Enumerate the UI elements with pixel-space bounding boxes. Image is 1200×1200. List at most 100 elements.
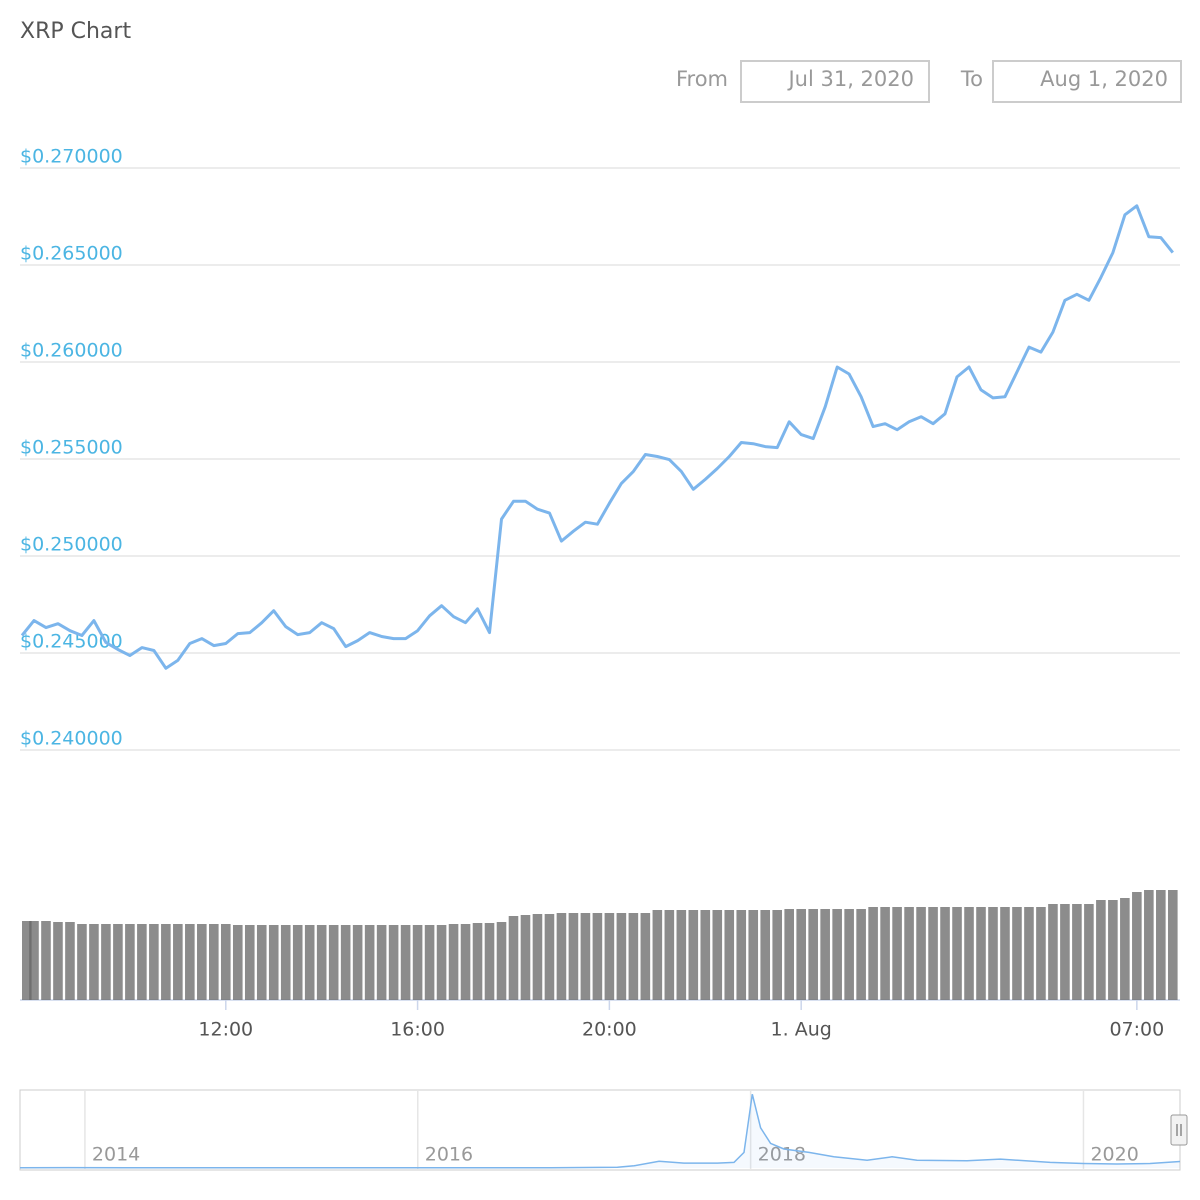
volume-bar xyxy=(868,907,878,1000)
price-line xyxy=(20,204,1174,670)
volume-bar xyxy=(388,925,399,1000)
volume-bar xyxy=(149,924,159,1000)
volume-bar xyxy=(268,925,279,1000)
volume-bar xyxy=(1084,904,1094,1000)
volume-bar xyxy=(532,914,543,1000)
volume-bar xyxy=(592,913,603,1000)
x-tick-label: 12:00 xyxy=(198,1019,253,1041)
volume-bar xyxy=(292,925,303,1000)
volume-bar xyxy=(1060,904,1070,1000)
x-tick-label: 16:00 xyxy=(390,1019,445,1041)
volume-bar xyxy=(316,925,327,1000)
volume-bar xyxy=(1144,890,1154,1000)
volume-bar xyxy=(484,923,495,1000)
volume-bar xyxy=(712,910,723,1000)
volume-bar xyxy=(137,924,147,1000)
volume-bar xyxy=(173,924,183,1000)
volume-bar xyxy=(77,924,87,1000)
volume-bar xyxy=(328,925,339,1000)
volume-bar xyxy=(304,925,315,1000)
volume-bar xyxy=(628,913,639,1000)
volume-bar xyxy=(580,913,591,1000)
volume-bar xyxy=(53,922,63,1000)
volume-bar xyxy=(544,914,555,1000)
volume-bar xyxy=(1156,890,1166,1000)
volume-bar xyxy=(1120,898,1130,1000)
volume-bar xyxy=(808,909,818,1000)
volume-bar xyxy=(1036,907,1046,1000)
volume-bar xyxy=(280,925,291,1000)
volume-bar xyxy=(352,925,363,1000)
volume-bar xyxy=(760,910,771,1000)
volume-bar xyxy=(508,916,519,1000)
volume-bar xyxy=(436,925,447,1000)
volume-bar xyxy=(916,907,926,1000)
volume-bar xyxy=(880,907,890,1000)
x-tick-label: 07:00 xyxy=(1109,1019,1164,1041)
volume-bar xyxy=(376,925,387,1000)
volume-bar xyxy=(772,910,783,1000)
volume-bar xyxy=(412,925,423,1000)
to-input[interactable] xyxy=(992,60,1182,103)
navigator-tick-label: 2018 xyxy=(758,1144,806,1166)
volume-bar xyxy=(41,921,51,1000)
volume-bar xyxy=(616,913,627,1000)
volume-bar xyxy=(724,910,735,1000)
volume-bar xyxy=(1000,907,1010,1000)
volume-bar xyxy=(448,924,459,1000)
volume-bar xyxy=(652,910,663,1000)
volume-bar xyxy=(232,925,243,1000)
volume-bar xyxy=(424,925,435,1000)
y-tick-label: $0.240000 xyxy=(20,728,123,750)
volume-bar xyxy=(89,924,99,1000)
volume-bar xyxy=(976,907,986,1000)
volume-bar xyxy=(364,925,375,1000)
volume-bar xyxy=(113,924,123,1000)
volume-bar xyxy=(65,922,75,1000)
volume-bar xyxy=(209,924,219,1000)
volume-bar xyxy=(556,913,567,1000)
y-tick-label: $0.245000 xyxy=(20,631,123,653)
from-input[interactable] xyxy=(740,60,930,103)
from-date[interactable]: Jul 31, 2020 xyxy=(786,67,914,91)
volume-bar xyxy=(676,910,687,1000)
volume-bar xyxy=(22,921,32,1000)
volume-bar xyxy=(496,922,507,1000)
volume-bar xyxy=(520,915,531,1000)
navigator-tick-label: 2014 xyxy=(92,1144,140,1166)
navigator-handle[interactable] xyxy=(1170,1114,1188,1146)
to-date[interactable]: Aug 1, 2020 xyxy=(1040,67,1168,91)
volume-bar xyxy=(244,925,255,1000)
y-tick-label: $0.270000 xyxy=(20,146,123,168)
volume-bar xyxy=(688,910,699,1000)
volume-bar xyxy=(101,924,111,1000)
navigator-tick-label: 2016 xyxy=(425,1144,473,1166)
to-label: To xyxy=(960,67,983,91)
y-tick-label: $0.255000 xyxy=(20,437,123,459)
volume-bar xyxy=(29,921,39,1000)
volume-bar xyxy=(1048,904,1058,1000)
navigator-area xyxy=(20,1094,1180,1168)
volume-bar xyxy=(892,907,902,1000)
volume-bar xyxy=(472,923,483,1000)
volume-bar xyxy=(1096,900,1106,1000)
y-tick-label: $0.265000 xyxy=(20,243,123,265)
volume-bar xyxy=(736,910,747,1000)
volume-bar xyxy=(640,913,651,1000)
navigator-frame xyxy=(19,1089,1181,1171)
volume-bar xyxy=(400,925,411,1000)
volume-bar xyxy=(748,910,759,1000)
volume-bar xyxy=(340,925,351,1000)
volume-bar xyxy=(256,925,267,1000)
navigator-tick-label: 2020 xyxy=(1090,1144,1138,1166)
volume-bar xyxy=(940,907,950,1000)
volume-bar xyxy=(1108,900,1118,1000)
volume-bar xyxy=(1012,907,1022,1000)
volume-bar xyxy=(220,924,231,1000)
volume-bar xyxy=(928,907,938,1000)
x-tick-label: 20:00 xyxy=(582,1019,637,1041)
volume-bar xyxy=(784,909,794,1000)
volume-bar xyxy=(197,924,207,1000)
volume-bar xyxy=(568,913,579,1000)
